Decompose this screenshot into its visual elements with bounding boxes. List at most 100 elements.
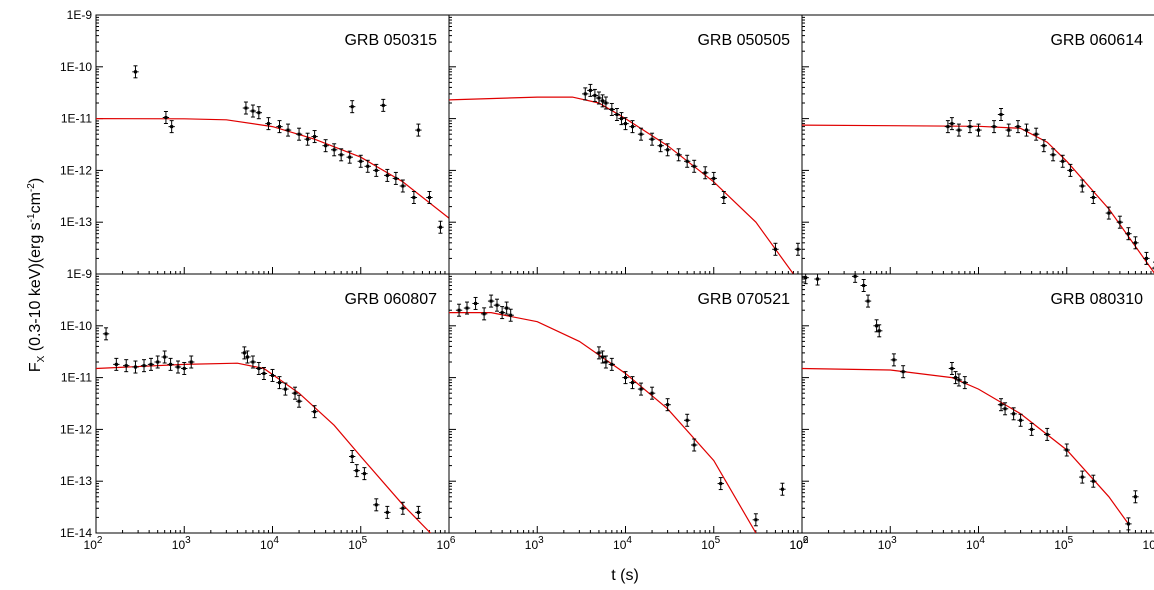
data-point (1023, 123, 1030, 137)
data-point (507, 308, 514, 322)
y-tick-label: 1E-10 (60, 319, 92, 333)
data-point (426, 190, 433, 204)
data-point (1005, 123, 1012, 137)
data-point (498, 306, 506, 320)
y-axis-title: FX (0.3-10 keV)(erg s-1cm-2) (26, 178, 47, 372)
data-point (384, 168, 391, 182)
data-point (174, 360, 182, 374)
y-tick-label: 1E-9 (67, 8, 93, 22)
panel-plot-area (449, 294, 786, 533)
data-point (629, 376, 636, 390)
data-point (364, 159, 371, 173)
panel-2: GRB 050505 (448, 14, 803, 275)
data-point (167, 357, 174, 371)
data-point (337, 148, 345, 162)
x-tick-label: 105 (348, 535, 367, 552)
data-point (415, 123, 422, 137)
y-axis-title-sub: X (36, 355, 47, 362)
panel-frame (801, 273, 1154, 534)
data-point (794, 242, 802, 256)
data-point (710, 171, 717, 185)
data-point (1132, 490, 1139, 504)
data-point (410, 190, 418, 204)
y-axis-title-end: ) (27, 178, 44, 183)
x-tick-label: 103 (878, 535, 897, 552)
data-point (961, 376, 969, 390)
data-point (1049, 148, 1057, 162)
data-point (357, 154, 364, 168)
model-curve (449, 312, 757, 533)
y-tick-label: 1E-10 (60, 60, 92, 74)
data-point (1028, 422, 1035, 436)
data-point (380, 98, 387, 112)
data-point (463, 301, 471, 315)
data-point (399, 179, 407, 193)
x-tick-label: 106 (437, 535, 456, 552)
y-tick-label: 1E-11 (61, 112, 92, 126)
y-tick-label: 1E-14 (60, 526, 92, 540)
data-point (373, 163, 380, 177)
data-point (955, 373, 963, 387)
data-point (622, 117, 629, 131)
data-point (873, 319, 880, 333)
panel-title: GRB 050505 (697, 32, 790, 49)
data-point (437, 220, 444, 234)
data-point (1010, 407, 1017, 421)
data-point (595, 91, 603, 105)
data-point (168, 120, 175, 134)
data-point (415, 505, 422, 519)
data-point (587, 83, 594, 97)
data-point (384, 505, 391, 519)
data-point (608, 357, 616, 371)
data-point (1105, 206, 1113, 220)
data-point (503, 301, 510, 315)
data-point (952, 371, 959, 385)
panel-title: GRB 050315 (344, 32, 437, 49)
data-point (480, 307, 488, 321)
data-point (1067, 163, 1074, 177)
data-point (675, 148, 682, 162)
data-point (613, 107, 621, 121)
data-point (690, 438, 698, 452)
data-point (349, 449, 356, 463)
x-tick-label: 102 (84, 535, 103, 552)
data-point (591, 88, 599, 102)
data-point (1043, 427, 1051, 441)
data-point (154, 355, 161, 369)
data-point (276, 120, 283, 134)
y-axis-title-mid1: (0.3-10 keV)(erg s (27, 222, 44, 355)
data-point (948, 361, 956, 375)
data-point (392, 171, 400, 185)
y-tick-label: 1E-13 (60, 215, 92, 229)
data-point (717, 477, 724, 491)
data-point (1001, 402, 1009, 416)
data-point (255, 361, 263, 375)
model-curve (96, 118, 449, 219)
x-tick-label: 104 (613, 535, 632, 552)
data-point (487, 294, 495, 308)
data-point (295, 127, 303, 141)
panel-plot-area (802, 274, 1139, 531)
data-point (684, 154, 691, 168)
data-point (629, 120, 636, 134)
panels: 1E-9 1E-10 1E-11 1E-12 1E-13 GRB 050315 GRB 05… (60, 8, 1154, 552)
data-point (595, 346, 603, 360)
x-tick-label: 103 (172, 535, 191, 552)
panel-6: 102 103 104 105 106 GRB 080310 (790, 273, 1154, 552)
data-point (1143, 251, 1150, 265)
data-point (860, 278, 867, 292)
data-point (890, 353, 898, 367)
data-point (295, 394, 303, 408)
data-point (990, 120, 998, 134)
y-axis-title-sup2: -2 (26, 183, 37, 192)
data-point (1059, 154, 1066, 168)
data-point (1125, 227, 1132, 241)
data-point (752, 513, 760, 527)
data-point (242, 101, 250, 115)
data-point (772, 242, 779, 256)
panel-plot-area (802, 107, 1154, 274)
data-point (720, 190, 727, 204)
y-axis-title-sup1: -1 (26, 213, 37, 222)
data-point (113, 357, 120, 371)
data-point (582, 87, 589, 101)
